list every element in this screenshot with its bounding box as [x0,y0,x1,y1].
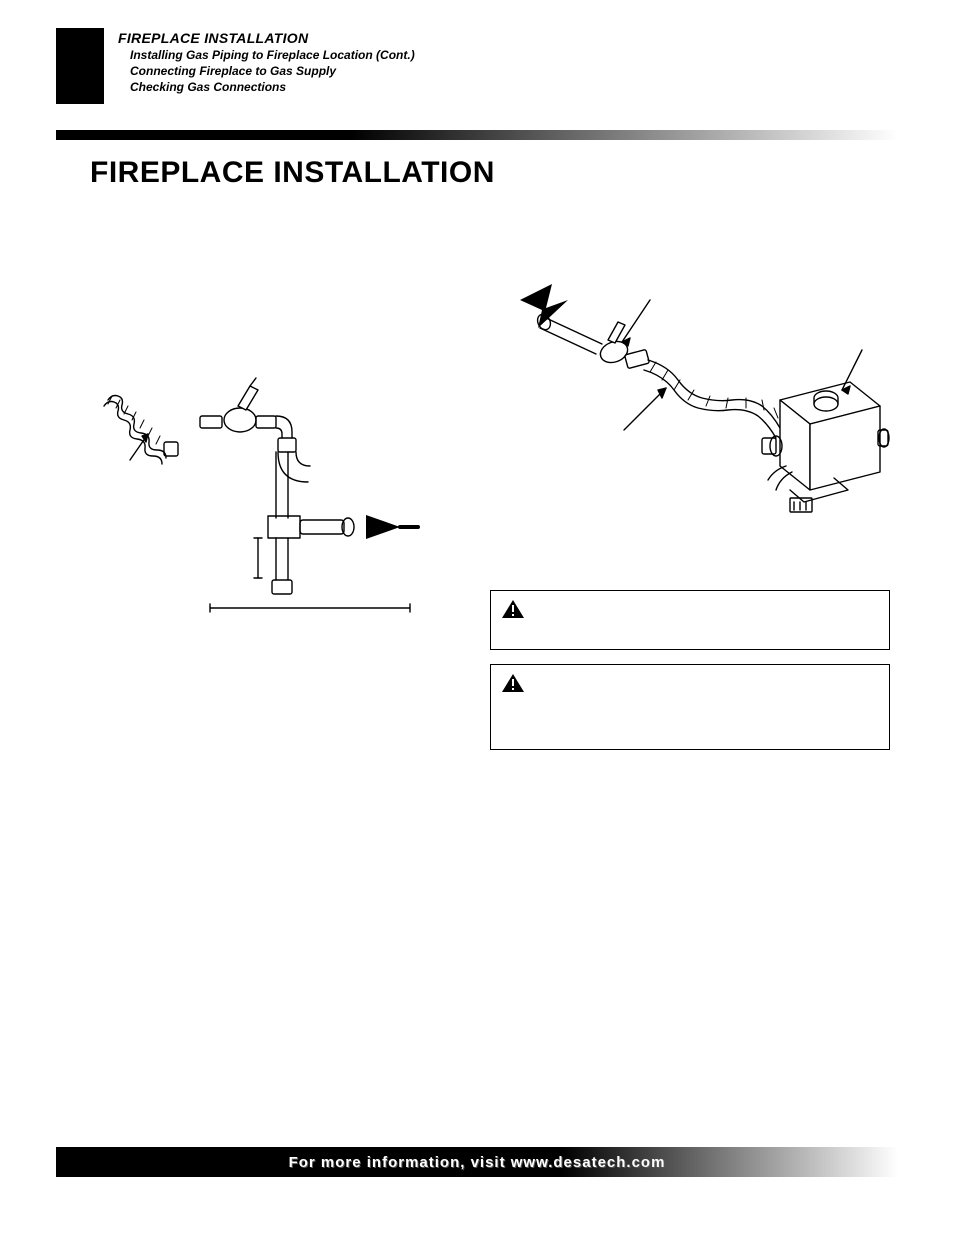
header-marker [56,28,104,104]
warning-icon [501,673,525,693]
warning-icon [501,599,525,619]
footer-bar: For more information, visit www.desatech… [56,1147,898,1177]
page-header: FIREPLACE INSTALLATION Installing Gas Pi… [56,28,415,104]
gas-valve-diagram [490,280,890,560]
warning-box-2 [490,664,890,750]
header-gradient-bar [56,130,898,140]
valve-svg [490,280,890,560]
piping-svg [100,360,430,630]
header-subtitle-1: Installing Gas Piping to Fireplace Locat… [130,48,415,62]
warning-box-1 [490,590,890,650]
gas-piping-diagram [100,360,430,630]
footer-text: For more information, visit www.desatech… [289,1154,666,1171]
header-text-block: FIREPLACE INSTALLATION Installing Gas Pi… [118,28,415,94]
header-subtitle-3: Checking Gas Connections [130,80,415,94]
section-title: FIREPLACE INSTALLATION [90,156,495,190]
header-subtitle-2: Connecting Fireplace to Gas Supply [130,64,415,78]
header-title: FIREPLACE INSTALLATION [118,30,415,46]
